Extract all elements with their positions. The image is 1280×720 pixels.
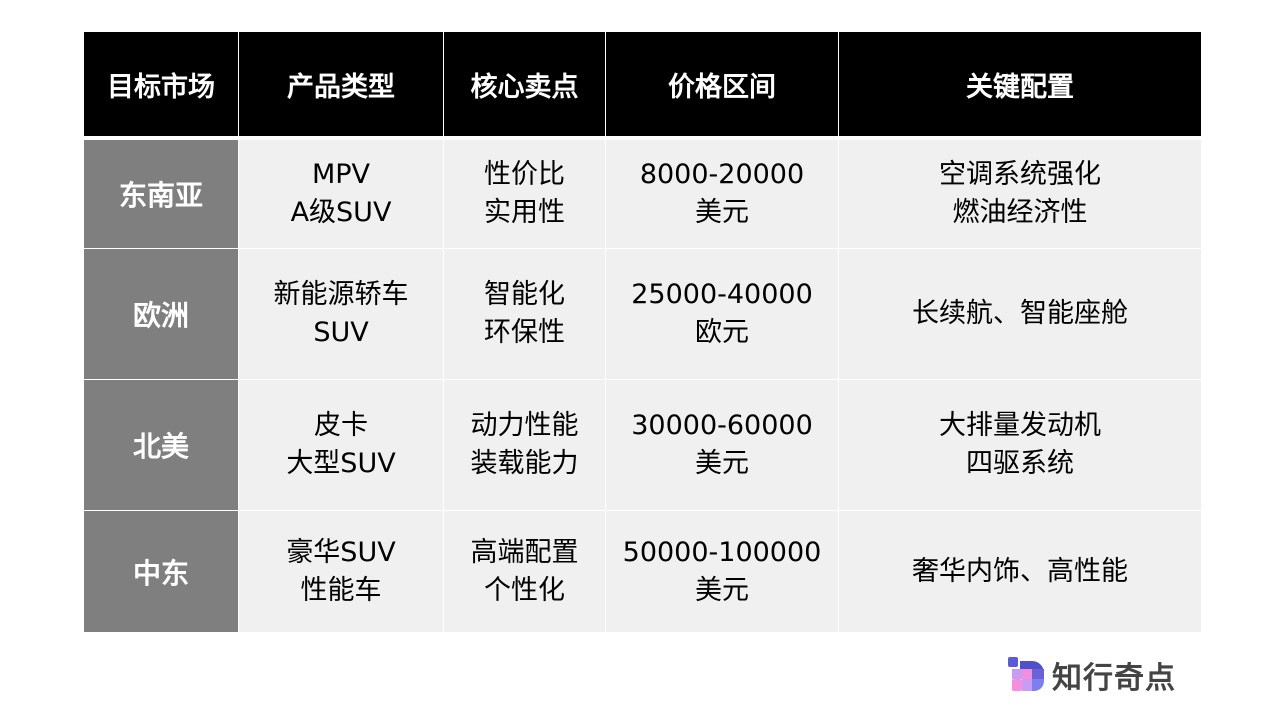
cell-price: 50000-100000 美元 [606, 510, 838, 632]
cell-price: 8000-20000 美元 [606, 139, 838, 248]
header-selling: 核心卖点 [444, 32, 605, 136]
cell-config: 大排量发动机 四驱系统 [839, 379, 1201, 510]
row-header-market: 东南亚 [84, 139, 238, 248]
header-market: 目标市场 [84, 32, 238, 136]
logo-text: 知行奇点 [1052, 661, 1176, 696]
row-header-market: 欧洲 [84, 248, 238, 379]
pixel-block-logo-icon [1008, 657, 1044, 691]
cell-product: 皮卡 大型SUV [239, 379, 443, 510]
cell-config: 空调系统强化 燃油经济性 [839, 139, 1201, 248]
header-product: 产品类型 [239, 32, 443, 136]
row-header-market: 中东 [84, 510, 238, 632]
cell-selling: 性价比 实用性 [444, 139, 605, 248]
row-header-market: 北美 [84, 379, 238, 510]
cell-config: 长续航、智能座舱 [839, 248, 1201, 379]
market-table: 目标市场 产品类型 核心卖点 价格区间 关键配置 东南亚 MPV A级SUV 性… [84, 32, 1201, 632]
cell-selling: 智能化 环保性 [444, 248, 605, 379]
cell-selling: 动力性能 装载能力 [444, 379, 605, 510]
cell-selling: 高端配置 个性化 [444, 510, 605, 632]
header-price: 价格区间 [606, 32, 838, 136]
cell-price: 30000-60000 美元 [606, 379, 838, 510]
brand-logo: 知行奇点 [1008, 653, 1176, 697]
cell-product: MPV A级SUV [239, 139, 443, 248]
cell-product: 新能源轿车 SUV [239, 248, 443, 379]
header-config: 关键配置 [839, 32, 1201, 136]
cell-price: 25000-40000 欧元 [606, 248, 838, 379]
cell-config: 奢华内饰、高性能 [839, 510, 1201, 632]
cell-product: 豪华SUV 性能车 [239, 510, 443, 632]
